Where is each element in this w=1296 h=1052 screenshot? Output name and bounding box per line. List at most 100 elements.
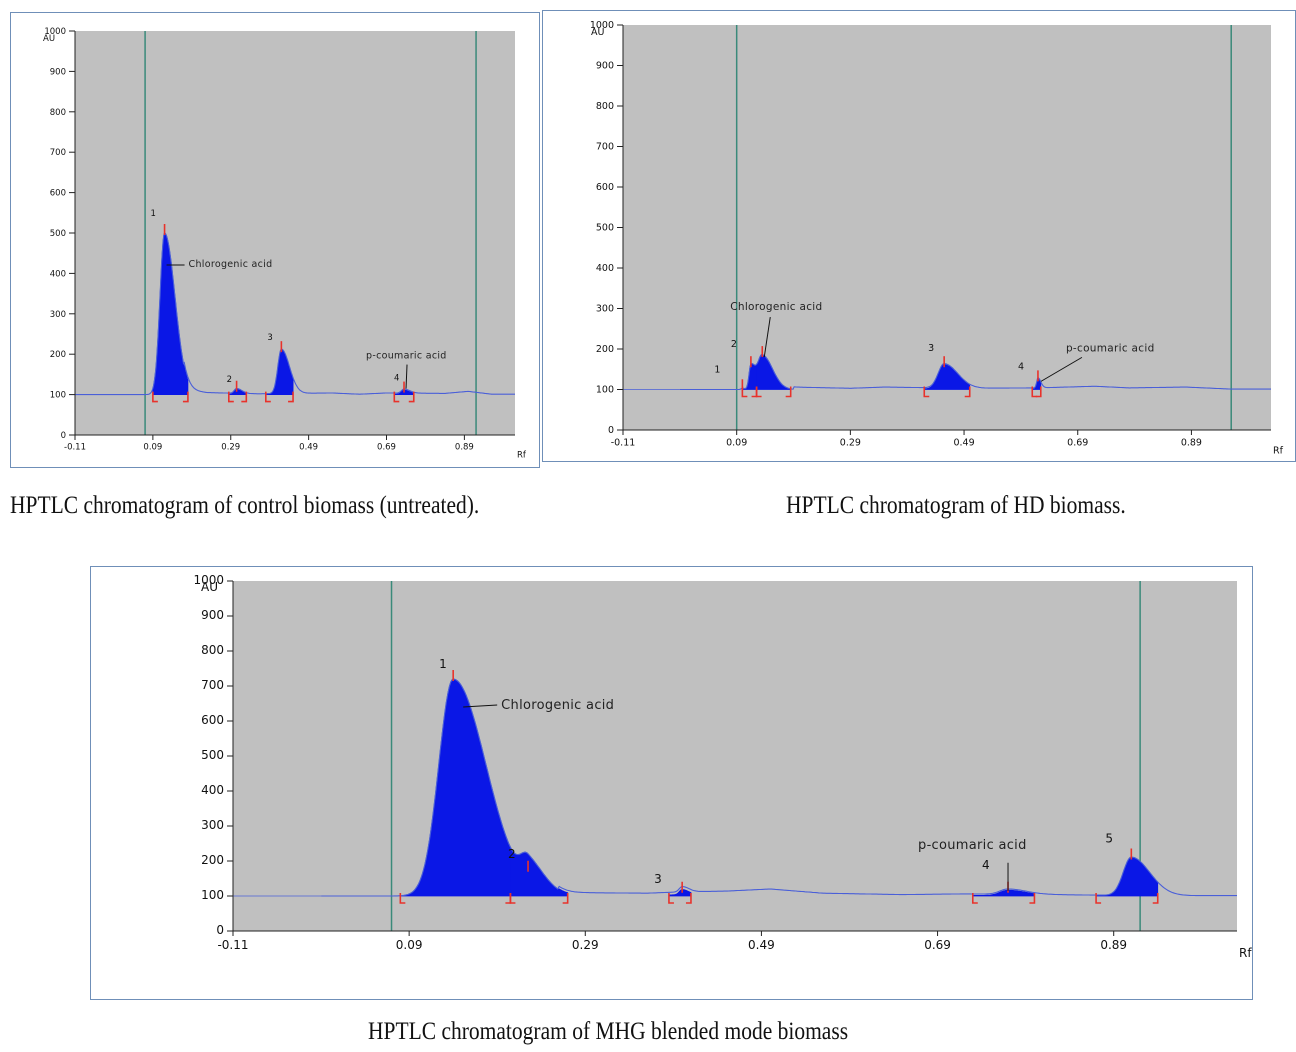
y-tick-label: 700 (596, 142, 614, 153)
peak-3-bracket (685, 893, 692, 904)
signal-trace (321, 678, 1237, 897)
x-tick-label: 0.29 (840, 438, 861, 449)
peak-extra-bracket (755, 386, 762, 398)
peak-number: 3 (654, 872, 662, 886)
chart-panel-control: 1 2 3 4 Chlorogenic acid p-coumaric acid 0 100 2… (10, 12, 540, 468)
x-axis-title: Rf (1239, 946, 1252, 960)
y-tick-label: 1000 (44, 27, 66, 37)
peak-number: 3 (267, 333, 272, 343)
peak-2-bracket (509, 893, 516, 904)
x-axis-title: Rf (517, 451, 527, 461)
peak-3-bracket (668, 893, 674, 904)
peak-1-bracket (182, 391, 189, 403)
x-tick-label: 0.89 (1181, 438, 1202, 449)
x-tick-label: 0.69 (377, 443, 396, 453)
compound-label: Chlorogenic acid (501, 698, 614, 713)
caption-hd: HPTLC chromatogram of HD biomass. (786, 492, 1126, 519)
y-tick-label: 700 (50, 148, 66, 158)
y-tick-label: 800 (50, 108, 66, 118)
y-tick-label: 0 (216, 923, 224, 937)
chart-panel-hd: 1 2 3 4 Chlorogenic acid p-coumaric acid 0 100 2… (542, 10, 1296, 462)
x-tick-label: -0.11 (64, 443, 86, 453)
plot-area (623, 25, 1271, 430)
peak-4-bracket (393, 391, 400, 403)
label-leader-line (463, 704, 498, 708)
peak-number: 1 (439, 657, 447, 671)
x-tick-label: 0.29 (572, 938, 599, 952)
peak-4-bracket (971, 893, 978, 904)
y-tick-label: 200 (50, 350, 66, 360)
peak-3-area (668, 889, 692, 897)
peak-number: 1 (151, 209, 156, 219)
peak-4-bracket (1029, 893, 1036, 904)
peak-extra-bracket (785, 386, 792, 398)
peak-number: 1 (714, 364, 720, 375)
label-leader-line (405, 364, 408, 389)
chart-hd-svg: 1 2 3 4 Chlorogenic acid p-coumaric acid 0 100 2… (590, 20, 1284, 457)
y-tick-label: 200 (201, 853, 224, 867)
y-tick-label: 900 (201, 608, 224, 622)
y-tick-label: 0 (61, 431, 66, 441)
peak-number: 2 (731, 339, 737, 350)
y-tick-label: 300 (50, 310, 66, 320)
x-tick-label: 0.49 (748, 938, 775, 952)
peak-number: 2 (227, 375, 232, 385)
peak-4-area (972, 889, 1035, 897)
y-tick-label: 900 (50, 67, 66, 77)
y-tick-label: 300 (596, 304, 614, 315)
chart-mhg-svg: 1 2 3 4 5 Chlorogenic acid p-coumaric acid 0 100… (193, 573, 1252, 960)
peak-4-bracket (408, 391, 415, 403)
caption-control: HPTLC chromatogram of control biomass (u… (10, 492, 480, 519)
x-tick-label: 0.09 (143, 443, 162, 453)
peak-2-area (228, 389, 247, 395)
y-tick-label: 100 (50, 391, 66, 401)
chart-control-svg: 1 2 3 4 Chlorogenic acid p-coumaric acid 0 100 2… (43, 27, 527, 461)
peak-2-bracket (562, 893, 569, 904)
y-tick-label: 100 (596, 385, 614, 396)
peak-2-bracket (241, 391, 248, 403)
x-tick-label: 0.69 (924, 938, 951, 952)
label-leader-line (1040, 356, 1083, 382)
peak-2-bracket (228, 391, 234, 403)
y-tick-label: 400 (50, 269, 66, 279)
x-tick-label: 0.29 (221, 443, 240, 453)
x-axis-title: Rf (1273, 446, 1284, 457)
y-tick-label: 600 (596, 182, 614, 193)
y-axis-title: AU (43, 34, 55, 44)
compound-label: p-coumaric acid (918, 838, 1027, 853)
peak-3-bracket (964, 386, 971, 398)
peak-number: 4 (982, 858, 990, 872)
peak-number: 4 (1018, 361, 1024, 372)
plot-area (233, 581, 1237, 931)
peak-number: 2 (508, 847, 516, 861)
x-tick-label: 0.09 (726, 438, 747, 449)
peak-4-bracket (1035, 386, 1042, 398)
y-tick-label: 500 (201, 748, 224, 762)
x-tick-label: 0.89 (455, 443, 474, 453)
peak-3-bracket (288, 391, 294, 403)
y-tick-label: 700 (201, 678, 224, 692)
y-tick-label: 900 (596, 61, 614, 72)
y-tick-label: 1000 (590, 20, 614, 31)
peak-3-bracket (923, 386, 930, 398)
y-tick-label: 600 (201, 713, 224, 727)
caption-mhg: HPTLC chromatogram of MHG blended mode b… (368, 1018, 849, 1045)
y-tick-label: 200 (596, 344, 614, 355)
chart-panel-mhg: 1 2 3 4 5 Chlorogenic acid p-coumaric acid 0 100… (90, 566, 1253, 1000)
y-tick-label: 100 (201, 888, 224, 902)
peak-number: 3 (928, 343, 934, 354)
label-leader-line (763, 317, 771, 358)
x-tick-label: 0.69 (1067, 438, 1088, 449)
peak-3-area (923, 364, 971, 390)
signal-trace (679, 353, 1271, 391)
x-tick-label: -0.11 (217, 938, 248, 952)
plot-area (75, 31, 515, 435)
peak-number: 5 (1105, 832, 1113, 846)
signal-trace (75, 232, 515, 396)
y-tick-label: 400 (596, 263, 614, 274)
peak-4-bracket (1031, 386, 1038, 398)
peak-2-bracket (741, 386, 748, 398)
compound-label: p-coumaric acid (366, 351, 447, 362)
compound-label: Chlorogenic acid (730, 301, 822, 313)
y-tick-label: 800 (596, 101, 614, 112)
